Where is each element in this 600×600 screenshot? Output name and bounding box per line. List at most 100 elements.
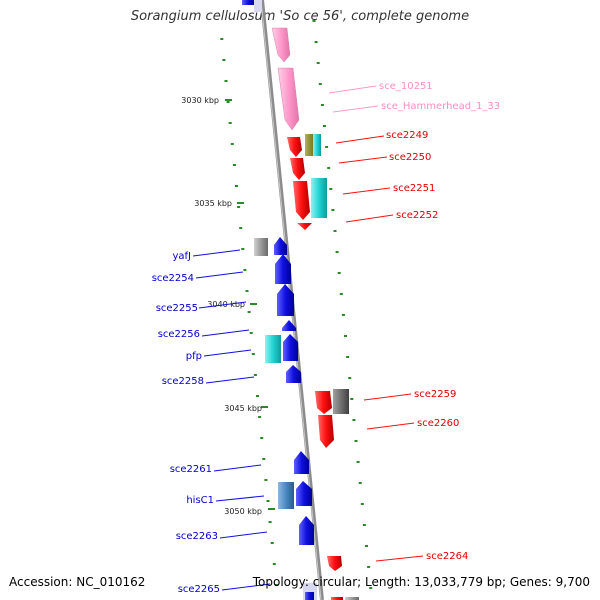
gene-sce2260 <box>318 415 334 448</box>
map-title: Sorangium cellulosum 'So ce 56', complet… <box>130 9 470 24</box>
gene-link-sce2260[interactable]: sce2260 <box>417 418 459 429</box>
tick-dot <box>312 20 316 22</box>
labels-right: sce_10251 sce_Hammerhead_1_33 sce2249 sc… <box>328 81 500 562</box>
gene-link-sce2249[interactable]: sce2249 <box>386 130 428 141</box>
gene-pfp <box>283 334 298 361</box>
tick-dot <box>346 356 350 358</box>
tick-dot <box>220 38 224 40</box>
tick-dot <box>333 230 337 232</box>
tick-dot <box>360 503 364 505</box>
tick-dot <box>264 479 268 481</box>
gene-label[interactable]: sce2265 <box>178 584 220 595</box>
tick-dot <box>243 269 247 271</box>
gene-link-sce2255[interactable]: sce2255 <box>156 303 198 314</box>
feature-hisc1-steel <box>278 482 294 509</box>
leader-line <box>192 249 241 257</box>
tick-dot <box>270 542 274 544</box>
leader-line <box>345 214 394 223</box>
gene-label[interactable]: sce2251 <box>393 183 435 194</box>
tick-dot <box>367 566 371 568</box>
scale-label: 3045 kbp <box>224 404 262 413</box>
gene-link-sce2265[interactable]: sce2265 <box>178 584 220 595</box>
gene-link-sce2258[interactable]: sce2258 <box>162 376 204 387</box>
leader-line <box>203 349 252 357</box>
tick-dot <box>354 440 358 442</box>
gene-link-sce2263[interactable]: sce2263 <box>176 531 218 542</box>
gene-link-sce2259[interactable]: sce2259 <box>414 389 456 400</box>
gene-link-yafj[interactable]: yafJ <box>172 251 191 262</box>
leader-line <box>338 156 388 164</box>
gene-label[interactable]: sce2250 <box>389 152 431 163</box>
gene-label[interactable]: sce2256 <box>158 329 200 340</box>
gene-link-sce-hammerhead-1-33[interactable]: sce_Hammerhead_1_33 <box>381 101 500 112</box>
tick-dot <box>260 437 264 439</box>
genome-summary-text: Topology: circular; Length: 13,033,779 b… <box>252 575 590 589</box>
gene-link-hisc1[interactable]: hisC1 <box>186 495 214 506</box>
gene-label[interactable]: sce2260 <box>417 418 459 429</box>
feature-pfp-cyan <box>265 335 281 363</box>
gene-sce2251 <box>293 181 310 220</box>
tick-dot <box>352 419 356 421</box>
gene-label[interactable]: sce2264 <box>426 551 468 562</box>
labels-left: yafJ sce2254 sce2255 sce2256 pfp sce2258… <box>152 249 271 595</box>
tick-dot <box>362 524 366 526</box>
gene-link-sce2250[interactable]: sce2250 <box>389 152 431 163</box>
tick-dot <box>272 563 276 565</box>
gene-label[interactable]: sce2259 <box>414 389 456 400</box>
feature-sce2259-dark <box>333 389 349 414</box>
tick-dot <box>241 248 245 250</box>
gene-label[interactable]: yafJ <box>172 251 191 262</box>
gene-link-sce2264[interactable]: sce2264 <box>426 551 468 562</box>
gene-label[interactable]: sce2261 <box>170 464 212 475</box>
gene-label[interactable]: sce2263 <box>176 531 218 542</box>
tick-dot <box>325 146 329 148</box>
leader-line <box>195 271 244 279</box>
rna-feature-1 <box>271 27 291 63</box>
gene-link-sce2261[interactable]: sce2261 <box>170 464 212 475</box>
gene-label[interactable]: hisC1 <box>186 495 214 506</box>
tick-dot <box>237 206 241 208</box>
leader-line <box>215 495 265 502</box>
tick-dot <box>339 293 343 295</box>
gene-label[interactable]: sce2252 <box>396 210 438 221</box>
feature-cyan-2249 <box>313 134 321 156</box>
rna-feature-2 <box>277 67 300 131</box>
tick-dot <box>369 587 373 589</box>
gene-label[interactable]: sce2258 <box>162 376 204 387</box>
feature-cyan-2251 <box>311 178 327 218</box>
gene-sce2252 <box>297 223 312 230</box>
tick-dot <box>320 104 324 106</box>
scale-label: 3030 kbp <box>181 96 219 105</box>
gene-link-sce-10251[interactable]: sce_10251 <box>379 81 433 92</box>
tick-dot <box>365 545 368 547</box>
tick-dot <box>268 521 272 523</box>
feature-yafj-gray <box>254 238 268 256</box>
tick-dot <box>235 185 238 187</box>
gene-link-sce2254[interactable]: sce2254 <box>152 273 194 284</box>
leader-line <box>213 464 262 472</box>
gene-link-sce2252[interactable]: sce2252 <box>396 210 438 221</box>
gene-sce2258 <box>286 365 301 383</box>
gene-label[interactable]: sce2255 <box>156 303 198 314</box>
tick-dot <box>262 458 266 460</box>
gene-label[interactable]: sce_10251 <box>379 81 433 92</box>
tick-dot <box>222 59 226 61</box>
tick-dot <box>226 101 230 103</box>
gene-link-pfp[interactable]: pfp <box>186 351 202 362</box>
tick-dot <box>256 395 259 397</box>
gene-link-sce2251[interactable]: sce2251 <box>393 183 435 194</box>
gene-label[interactable]: pfp <box>186 351 202 362</box>
gene-link-sce2256[interactable]: sce2256 <box>158 329 200 340</box>
gene-sce2249 <box>287 137 302 157</box>
feature-bottom-red <box>331 597 343 600</box>
leader-line <box>219 531 268 539</box>
gene-label[interactable]: sce_Hammerhead_1_33 <box>381 101 500 112</box>
leader-line <box>201 329 250 337</box>
tick-dot <box>245 290 249 292</box>
tick-dot <box>329 188 333 190</box>
feature-top-blue <box>242 0 254 5</box>
tick-dot <box>348 377 352 379</box>
gene-label[interactable]: sce2249 <box>386 130 428 141</box>
gene-label[interactable]: sce2254 <box>152 273 194 284</box>
